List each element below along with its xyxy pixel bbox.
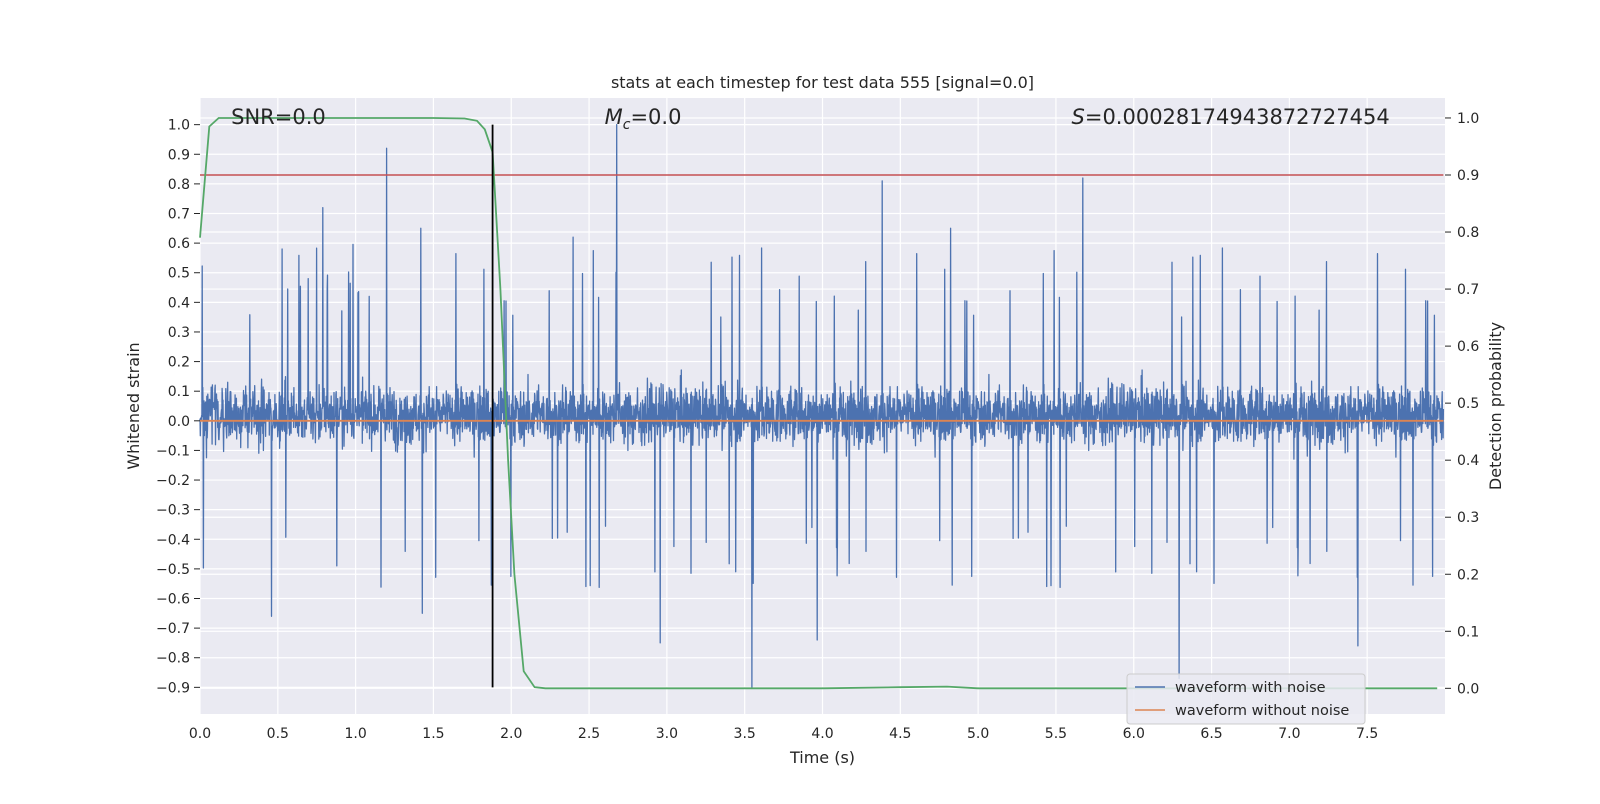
chart-title: stats at each timestep for test data 555…: [611, 73, 1034, 92]
y-left-tick-label: −0.5: [156, 562, 190, 578]
y-right-tick-label: 0.2: [1457, 567, 1479, 583]
y-left-tick-label: −0.9: [156, 680, 190, 696]
y-left-tick-label: 0.5: [168, 266, 190, 282]
legend-box: [1126, 673, 1366, 725]
y-left-tick-label: 0.2: [168, 355, 190, 371]
y-right-tick-label: 0.1: [1457, 624, 1479, 640]
y-axis-left: 1.0 0.9 0.8 0.7 0.6 0.5 0.4 0.3 0.2 0.1 0.0 −0.1 −0.…: [156, 118, 200, 696]
x-tick-label: 1.5: [422, 726, 444, 742]
y-left-tick-label: 0.1: [168, 384, 190, 400]
x-tick-label: 6.0: [1123, 726, 1145, 742]
y-right-tick-label: 0.4: [1457, 453, 1479, 469]
legend-entry-waveform-with-noise: waveform with noise: [1175, 680, 1326, 696]
annotation-statistic: S=0.00028174943872727454: [1072, 105, 1390, 129]
x-axis: 0.0 0.5 1.0 1.5 2.0 2.5 3.0 3.5 4.0 4.5 5.0 5.5 6.0 6…: [189, 726, 1378, 742]
y-left-tick-label: 0.9: [168, 147, 190, 163]
y-left-tick-label: 0.7: [168, 207, 190, 223]
y-left-tick-label: 1.0: [168, 118, 190, 134]
y-left-tick-label: 0.0: [168, 414, 190, 430]
y-right-tick-label: 0.9: [1457, 168, 1479, 184]
annotation-chirp-mass: Mc=0.0: [605, 105, 682, 133]
y-left-tick-label: 0.3: [168, 325, 190, 341]
annotation-statistic-value: =0.00028174943872727454: [1085, 105, 1390, 129]
x-tick-label: 2.0: [500, 726, 522, 742]
annotation-chirp-mass-value: =0.0: [630, 105, 681, 129]
x-tick-label: 3.0: [656, 726, 678, 742]
x-tick-label: 1.0: [344, 726, 366, 742]
y-right-tick-label: 0.8: [1457, 225, 1479, 241]
x-tick-label: 6.5: [1200, 726, 1222, 742]
x-tick-label: 3.5: [734, 726, 756, 742]
y-axis-left-label: Whitened strain: [124, 342, 143, 469]
y-right-tick-label: 0.3: [1457, 510, 1479, 526]
y-right-tick-label: 0.6: [1457, 339, 1479, 355]
y-left-tick-label: 0.8: [168, 177, 190, 193]
y-left-tick-label: −0.3: [156, 503, 190, 519]
legend-entry-waveform-without-noise: waveform without noise: [1175, 703, 1349, 719]
series-lines: [199, 117, 1444, 690]
y-left-tick-label: −0.4: [156, 532, 190, 548]
x-tick-label: 7.5: [1356, 726, 1378, 742]
y-right-tick-label: 0.0: [1457, 681, 1479, 697]
series-waveform-with-noise: [199, 124, 1445, 688]
legend: waveform with noise waveform without noi…: [1126, 673, 1366, 725]
y-left-tick-label: −0.6: [156, 592, 190, 608]
y-right-tick-label: 1.0: [1457, 111, 1479, 127]
y-left-tick-label: −0.2: [156, 473, 190, 489]
y-left-tick-label: 0.4: [168, 295, 190, 311]
detection-probability-line: [199, 117, 1438, 690]
y-left-tick-label: −0.7: [156, 621, 190, 637]
y-left-tick-label: 0.6: [168, 236, 190, 252]
waveform-with-noise-line: [199, 124, 1445, 688]
y-right-tick-label: 0.5: [1457, 396, 1479, 412]
annotation-chirp-mass-symbol: M: [605, 105, 623, 129]
y-axis-right: 1.0 0.9 0.8 0.7 0.6 0.5 0.4 0.3 0.2 0.1 0.0: [1445, 111, 1479, 697]
y-left-tick-label: −0.1: [156, 443, 190, 459]
x-tick-label: 0.0: [189, 726, 211, 742]
x-axis-label: Time (s): [789, 748, 855, 767]
y-right-tick-label: 0.7: [1457, 282, 1479, 298]
x-tick-label: 5.5: [1045, 726, 1067, 742]
x-tick-label: 0.5: [267, 726, 289, 742]
x-tick-label: 4.0: [811, 726, 833, 742]
x-tick-label: 2.5: [578, 726, 600, 742]
annotation-statistic-symbol: S: [1072, 105, 1085, 129]
y-axis-right-label: Detection probability: [1486, 322, 1505, 490]
x-tick-label: 5.0: [967, 726, 989, 742]
y-left-tick-label: −0.8: [156, 651, 190, 667]
x-tick-label: 4.5: [889, 726, 911, 742]
annotation-chirp-mass-subscript: c: [623, 117, 631, 133]
x-tick-label: 7.0: [1278, 726, 1300, 742]
annotation-snr: SNR=0.0: [231, 105, 326, 129]
